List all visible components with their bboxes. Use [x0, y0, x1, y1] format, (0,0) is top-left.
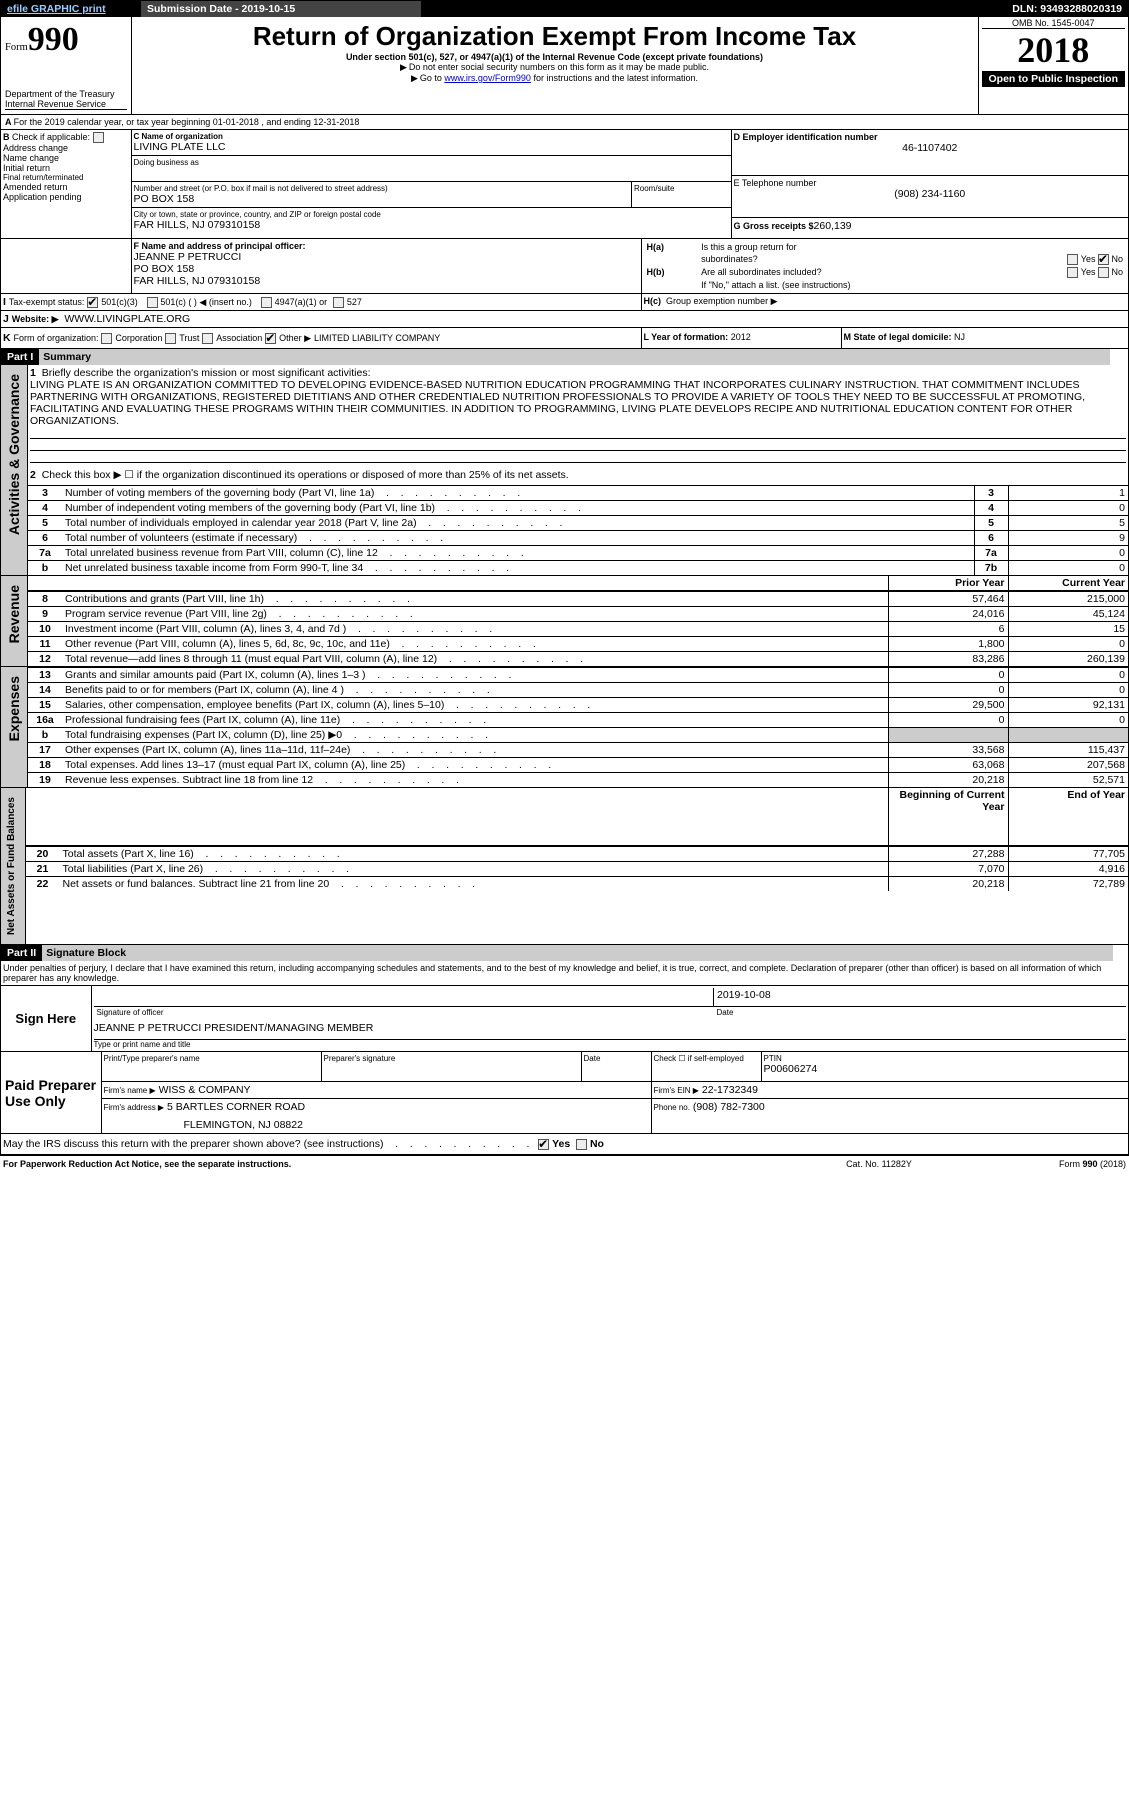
- submission-date: Submission Date - 2019-10-15: [141, 1, 421, 17]
- form-title: Return of Organization Exempt From Incom…: [136, 21, 974, 52]
- efile-link[interactable]: efile GRAPHIC print: [7, 3, 106, 15]
- dln: DLN: 93493288020319: [421, 1, 1128, 17]
- tax-year: For the 2019 calendar year, or tax year …: [14, 117, 360, 127]
- top-bar: efile GRAPHIC print Submission Date - 20…: [1, 1, 1128, 17]
- website: WWW.LIVINGPLATE.ORG: [64, 313, 190, 325]
- side-governance: Activities & Governance: [4, 366, 24, 543]
- org-name: LIVING PLATE LLC: [134, 141, 729, 153]
- form-header: Form990 Department of the Treasury Inter…: [1, 17, 1128, 115]
- irs-link[interactable]: www.irs.gov/Form990: [444, 73, 531, 83]
- mission-text: LIVING PLATE IS AN ORGANIZATION COMMITTE…: [30, 379, 1126, 427]
- ein: 46-1107402: [734, 142, 1127, 154]
